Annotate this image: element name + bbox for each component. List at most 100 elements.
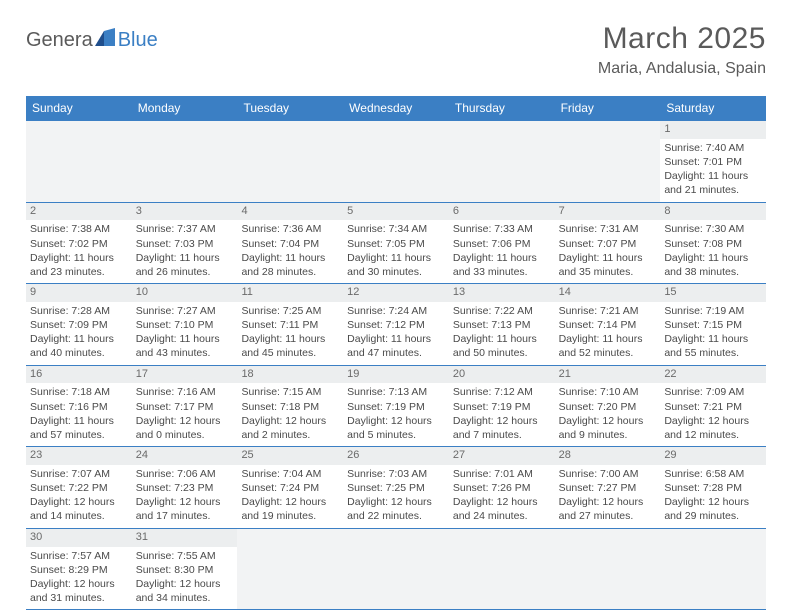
day-number: 10 xyxy=(132,284,238,302)
sunrise-text: Sunrise: 7:09 AM xyxy=(664,385,762,399)
day-cell: 23Sunrise: 7:07 AMSunset: 7:22 PMDayligh… xyxy=(26,447,132,528)
sunset-text: Sunset: 7:06 PM xyxy=(453,237,551,251)
weekday-header: Thursday xyxy=(449,96,555,121)
title-block: March 2025 Maria, Andalusia, Spain xyxy=(598,22,766,78)
sunset-text: Sunset: 7:22 PM xyxy=(30,481,128,495)
weekday-header: Tuesday xyxy=(237,96,343,121)
day-cell-blank xyxy=(555,529,661,610)
day-cell: 3Sunrise: 7:37 AMSunset: 7:03 PMDaylight… xyxy=(132,203,238,284)
sunset-text: Sunset: 7:27 PM xyxy=(559,481,657,495)
logo-mark-icon xyxy=(95,28,117,52)
day-number: 9 xyxy=(26,284,132,302)
daylight-text: and 17 minutes. xyxy=(136,509,234,523)
weekday-header: Sunday xyxy=(26,96,132,121)
sunset-text: Sunset: 7:02 PM xyxy=(30,237,128,251)
day-number: 20 xyxy=(449,366,555,384)
daylight-text: and 40 minutes. xyxy=(30,346,128,360)
day-cell: 21Sunrise: 7:10 AMSunset: 7:20 PMDayligh… xyxy=(555,366,661,447)
sunrise-text: Sunrise: 7:12 AM xyxy=(453,385,551,399)
sunset-text: Sunset: 7:25 PM xyxy=(347,481,445,495)
sunrise-text: Sunrise: 7:25 AM xyxy=(241,304,339,318)
location-text: Maria, Andalusia, Spain xyxy=(598,60,766,78)
day-number: 12 xyxy=(343,284,449,302)
sunrise-text: Sunrise: 7:31 AM xyxy=(559,222,657,236)
weekday-header: Wednesday xyxy=(343,96,449,121)
daylight-text: Daylight: 11 hours xyxy=(453,251,551,265)
logo-text-b: Blue xyxy=(118,29,158,52)
sunset-text: Sunset: 7:01 PM xyxy=(664,155,762,169)
sunrise-text: Sunrise: 7:18 AM xyxy=(30,385,128,399)
header: GeneraBlue March 2025 Maria, Andalusia, … xyxy=(26,22,766,78)
daylight-text: and 19 minutes. xyxy=(241,509,339,523)
sunset-text: Sunset: 7:26 PM xyxy=(453,481,551,495)
day-cell: 26Sunrise: 7:03 AMSunset: 7:25 PMDayligh… xyxy=(343,447,449,528)
sunrise-text: Sunrise: 7:21 AM xyxy=(559,304,657,318)
day-number: 1 xyxy=(660,121,766,139)
day-number: 13 xyxy=(449,284,555,302)
daylight-text: Daylight: 11 hours xyxy=(30,332,128,346)
sunrise-text: Sunrise: 7:36 AM xyxy=(241,222,339,236)
daylight-text: Daylight: 12 hours xyxy=(136,414,234,428)
sunrise-text: Sunrise: 7:30 AM xyxy=(664,222,762,236)
daylight-text: Daylight: 11 hours xyxy=(241,251,339,265)
daylight-text: and 22 minutes. xyxy=(347,509,445,523)
weekday-header-row: SundayMondayTuesdayWednesdayThursdayFrid… xyxy=(26,96,766,121)
weekday-header: Friday xyxy=(555,96,661,121)
day-cell: 25Sunrise: 7:04 AMSunset: 7:24 PMDayligh… xyxy=(237,447,343,528)
day-cell: 7Sunrise: 7:31 AMSunset: 7:07 PMDaylight… xyxy=(555,203,661,284)
day-number: 11 xyxy=(237,284,343,302)
day-number: 29 xyxy=(660,447,766,465)
sunset-text: Sunset: 8:30 PM xyxy=(136,563,234,577)
sunset-text: Sunset: 7:04 PM xyxy=(241,237,339,251)
day-number: 7 xyxy=(555,203,661,221)
daylight-text: and 26 minutes. xyxy=(136,265,234,279)
day-cell: 14Sunrise: 7:21 AMSunset: 7:14 PMDayligh… xyxy=(555,284,661,365)
daylight-text: and 28 minutes. xyxy=(241,265,339,279)
daylight-text: and 12 minutes. xyxy=(664,428,762,442)
daylight-text: Daylight: 11 hours xyxy=(453,332,551,346)
calendar-week: 16Sunrise: 7:18 AMSunset: 7:16 PMDayligh… xyxy=(26,366,766,448)
sunset-text: Sunset: 8:29 PM xyxy=(30,563,128,577)
sunrise-text: Sunrise: 7:16 AM xyxy=(136,385,234,399)
day-number: 4 xyxy=(237,203,343,221)
daylight-text: and 21 minutes. xyxy=(664,183,762,197)
sunrise-text: Sunrise: 7:19 AM xyxy=(664,304,762,318)
daylight-text: Daylight: 12 hours xyxy=(453,495,551,509)
daylight-text: Daylight: 11 hours xyxy=(664,332,762,346)
day-number: 28 xyxy=(555,447,661,465)
sunset-text: Sunset: 7:08 PM xyxy=(664,237,762,251)
sunset-text: Sunset: 7:07 PM xyxy=(559,237,657,251)
day-cell: 31Sunrise: 7:55 AMSunset: 8:30 PMDayligh… xyxy=(132,529,238,610)
daylight-text: Daylight: 11 hours xyxy=(241,332,339,346)
sunrise-text: Sunrise: 7:57 AM xyxy=(30,549,128,563)
day-cell-blank xyxy=(237,529,343,610)
daylight-text: and 0 minutes. xyxy=(136,428,234,442)
sunset-text: Sunset: 7:18 PM xyxy=(241,400,339,414)
day-number: 24 xyxy=(132,447,238,465)
day-number: 5 xyxy=(343,203,449,221)
daylight-text: and 9 minutes. xyxy=(559,428,657,442)
weekday-header: Saturday xyxy=(660,96,766,121)
daylight-text: and 5 minutes. xyxy=(347,428,445,442)
day-cell: 9Sunrise: 7:28 AMSunset: 7:09 PMDaylight… xyxy=(26,284,132,365)
daylight-text: and 2 minutes. xyxy=(241,428,339,442)
daylight-text: and 47 minutes. xyxy=(347,346,445,360)
daylight-text: Daylight: 12 hours xyxy=(136,495,234,509)
day-number: 30 xyxy=(26,529,132,547)
calendar-week: 30Sunrise: 7:57 AMSunset: 8:29 PMDayligh… xyxy=(26,529,766,611)
logo: GeneraBlue xyxy=(26,28,158,52)
day-number: 21 xyxy=(555,366,661,384)
sunset-text: Sunset: 7:05 PM xyxy=(347,237,445,251)
day-cell-blank xyxy=(660,529,766,610)
daylight-text: Daylight: 11 hours xyxy=(30,251,128,265)
sunset-text: Sunset: 7:28 PM xyxy=(664,481,762,495)
day-number: 14 xyxy=(555,284,661,302)
daylight-text: and 27 minutes. xyxy=(559,509,657,523)
calendar-week: 2Sunrise: 7:38 AMSunset: 7:02 PMDaylight… xyxy=(26,203,766,285)
sunrise-text: Sunrise: 7:37 AM xyxy=(136,222,234,236)
day-cell-blank xyxy=(26,121,132,202)
sunrise-text: Sunrise: 7:38 AM xyxy=(30,222,128,236)
sunrise-text: Sunrise: 7:04 AM xyxy=(241,467,339,481)
page-title: March 2025 xyxy=(598,22,766,56)
daylight-text: Daylight: 11 hours xyxy=(347,251,445,265)
